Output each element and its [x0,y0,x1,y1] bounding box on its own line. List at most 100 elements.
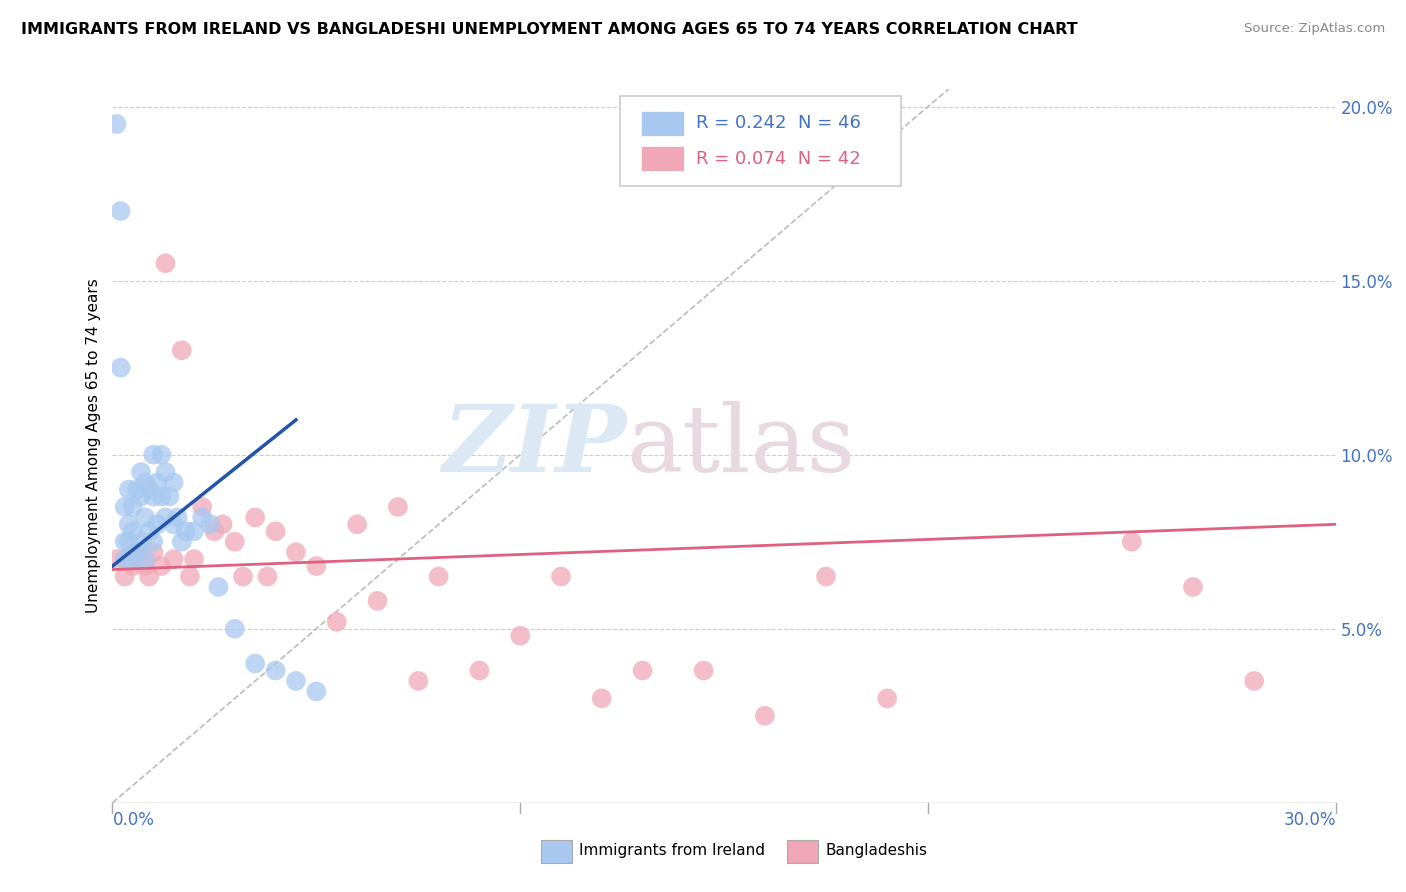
Point [1181,580,1204,594]
Point [134,475,156,490]
Point [163,517,186,532]
Point [256,569,278,583]
Point [118,534,141,549]
FancyBboxPatch shape [620,96,901,186]
Point [150,559,173,574]
Point [155,510,177,524]
Point [150,490,173,504]
Point [129,534,152,549]
Bar [641,146,683,171]
Point [163,475,186,490]
Point [142,448,165,462]
Text: atlas: atlas [626,401,855,491]
Point [114,500,136,514]
Point [204,524,226,539]
Point [142,545,165,559]
Point [110,204,132,219]
Text: Bangladeshis: Bangladeshis [825,844,928,858]
Point [170,534,193,549]
Point [138,483,160,497]
Text: IMMIGRANTS FROM IRELAND VS BANGLADESHI UNEMPLOYMENT AMONG AGES 65 TO 74 YEARS CO: IMMIGRANTS FROM IRELAND VS BANGLADESHI U… [21,22,1078,37]
Point [754,708,776,723]
Text: R = 0.074  N = 42: R = 0.074 N = 42 [696,150,860,168]
Point [134,559,156,574]
Text: Source: ZipAtlas.com: Source: ZipAtlas.com [1244,22,1385,36]
Point [134,510,156,524]
Point [118,552,141,566]
Point [142,490,165,504]
Point [125,483,148,497]
Point [105,552,128,566]
Point [179,569,201,583]
Point [366,594,388,608]
Point [876,691,898,706]
Text: Immigrants from Ireland: Immigrants from Ireland [579,844,765,858]
Point [129,465,152,479]
Point [159,490,181,504]
Point [129,490,152,504]
Y-axis label: Unemployment Among Ages 65 to 74 years: Unemployment Among Ages 65 to 74 years [86,278,101,614]
Text: 30.0%: 30.0% [1284,812,1336,830]
Point [305,684,328,698]
Point [232,569,254,583]
Point [163,552,186,566]
Point [146,475,169,490]
Point [693,664,716,678]
Point [138,524,160,539]
Point [245,510,267,524]
Point [224,534,246,549]
Point [264,664,287,678]
Point [114,569,136,583]
Point [1121,534,1143,549]
Point [146,517,169,532]
Point [427,569,450,583]
Point [305,559,328,574]
Point [284,673,308,688]
Point [166,510,188,524]
Text: 0.0%: 0.0% [112,812,155,830]
Text: R = 0.242  N = 46: R = 0.242 N = 46 [696,114,860,132]
Point [346,517,368,532]
Point [408,673,430,688]
Point [170,343,193,358]
Point [815,569,838,583]
Point [114,534,136,549]
Text: ZIP: ZIP [441,401,626,491]
Point [134,552,156,566]
Point [118,517,141,532]
Point [114,552,136,566]
Point [138,569,160,583]
Point [387,500,409,514]
Point [211,517,233,532]
Point [122,524,145,539]
Point [468,664,491,678]
Point [122,500,145,514]
Point [105,117,128,131]
Point [591,691,613,706]
Point [224,622,246,636]
Point [155,465,177,479]
Point [118,483,141,497]
Point [1243,673,1265,688]
Point [509,629,531,643]
Point [150,448,173,462]
Point [142,534,165,549]
Point [183,524,205,539]
Point [125,545,148,559]
Point [200,517,222,532]
Point [174,524,197,539]
Point [122,552,145,566]
Point [183,552,205,566]
Point [264,524,287,539]
Bar [641,111,683,136]
Point [122,559,145,574]
Point [155,256,177,270]
Point [326,615,349,629]
Point [631,664,654,678]
Point [245,657,267,671]
Point [110,360,132,375]
Point [207,580,229,594]
Point [550,569,572,583]
Point [191,500,214,514]
Point [284,545,308,559]
